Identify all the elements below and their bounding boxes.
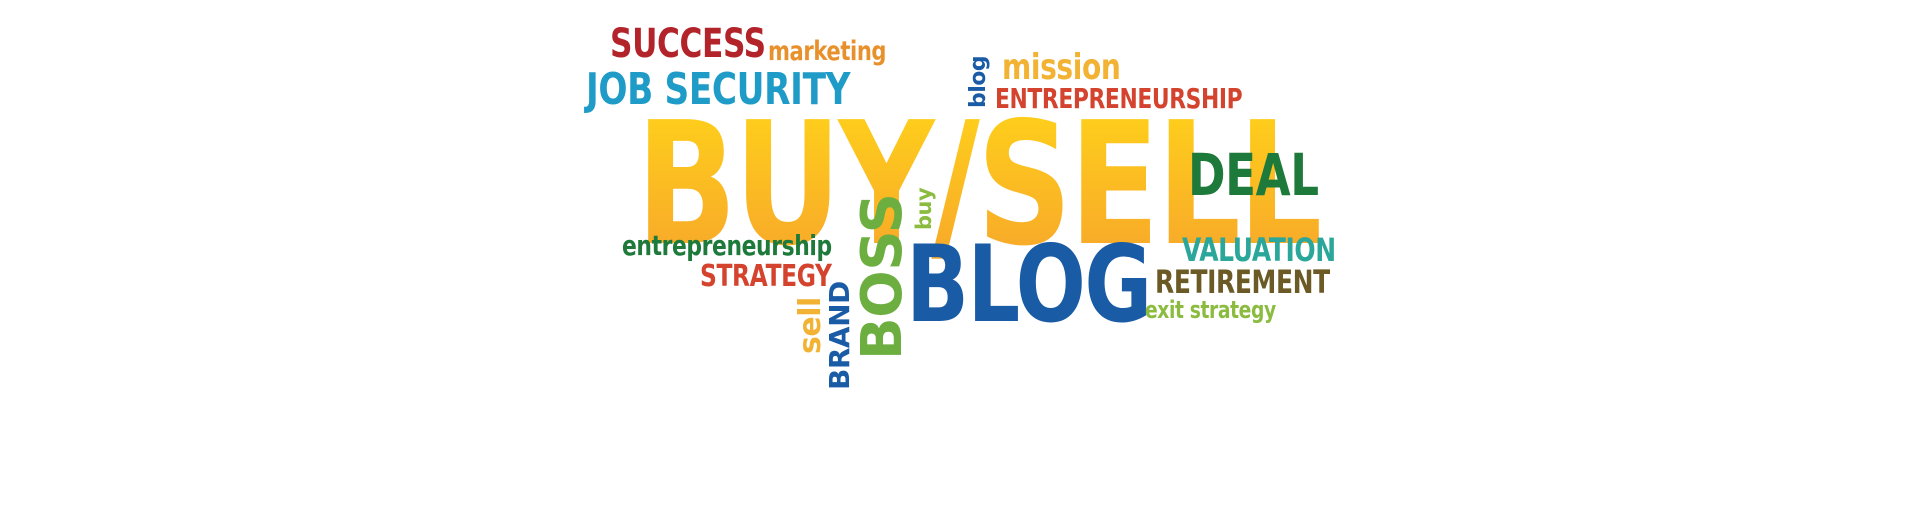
word-success: SUCCESS [610,21,766,67]
word-exit-strategy: exit strategy [1145,296,1276,324]
word-boss: BOSS [850,193,915,360]
word-blog-large: BLOG [906,223,1152,346]
word-deal: DEAL [1188,141,1319,209]
word-marketing: marketing [768,36,887,67]
word-retirement: RETIREMENT [1155,263,1330,301]
word-job-security: JOB SECURITY [586,64,851,115]
word-brand: BRAND [823,281,856,390]
word-buy-sell: BUY/SELL [636,86,1322,284]
word-entrepreneurship-lower: entrepreneurship [622,229,832,262]
word-strategy: STRATEGY [700,259,832,294]
word-mission: mission [1002,47,1121,88]
word-sell-small: sell [793,297,828,354]
word-valuation: VALUATION [1182,231,1336,269]
word-entrepreneurship-caps: ENTREPRENEURSHIP [995,82,1243,115]
